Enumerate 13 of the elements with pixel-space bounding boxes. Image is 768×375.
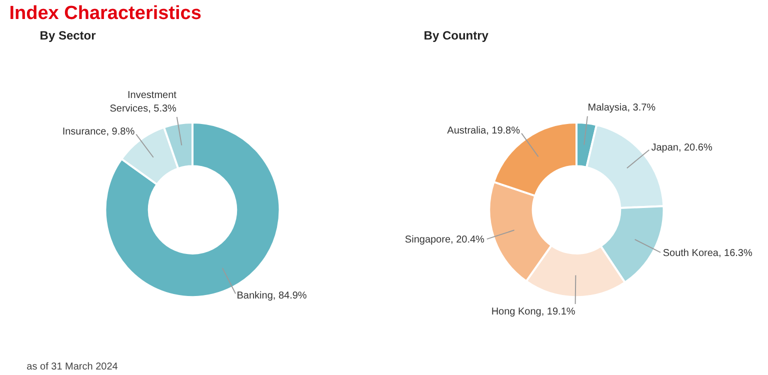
slice-label: Investment Services, 5.3% (110, 90, 177, 114)
slice-label: Australia, 19.8% (447, 126, 520, 137)
slice-label: Malaysia, 3.7% (588, 102, 656, 114)
slice-label: Insurance, 9.8% (62, 126, 135, 138)
slice-label: Hong Kong, 19.1% (491, 306, 576, 318)
text: as of 31 March 2024 (26, 361, 118, 372)
slice-label: South Korea, 16.3% (662, 248, 752, 260)
slice-label: Banking, 84.9% (236, 290, 307, 302)
slice-label: Japan, 20.6% (651, 142, 712, 154)
slice-label: Singapore, 20.4% (404, 234, 485, 246)
chart-subtitle: By Sector (40, 28, 96, 42)
chart-subtitle: By Country (424, 28, 489, 42)
chart-title: Index Characteristics (9, 3, 202, 24)
